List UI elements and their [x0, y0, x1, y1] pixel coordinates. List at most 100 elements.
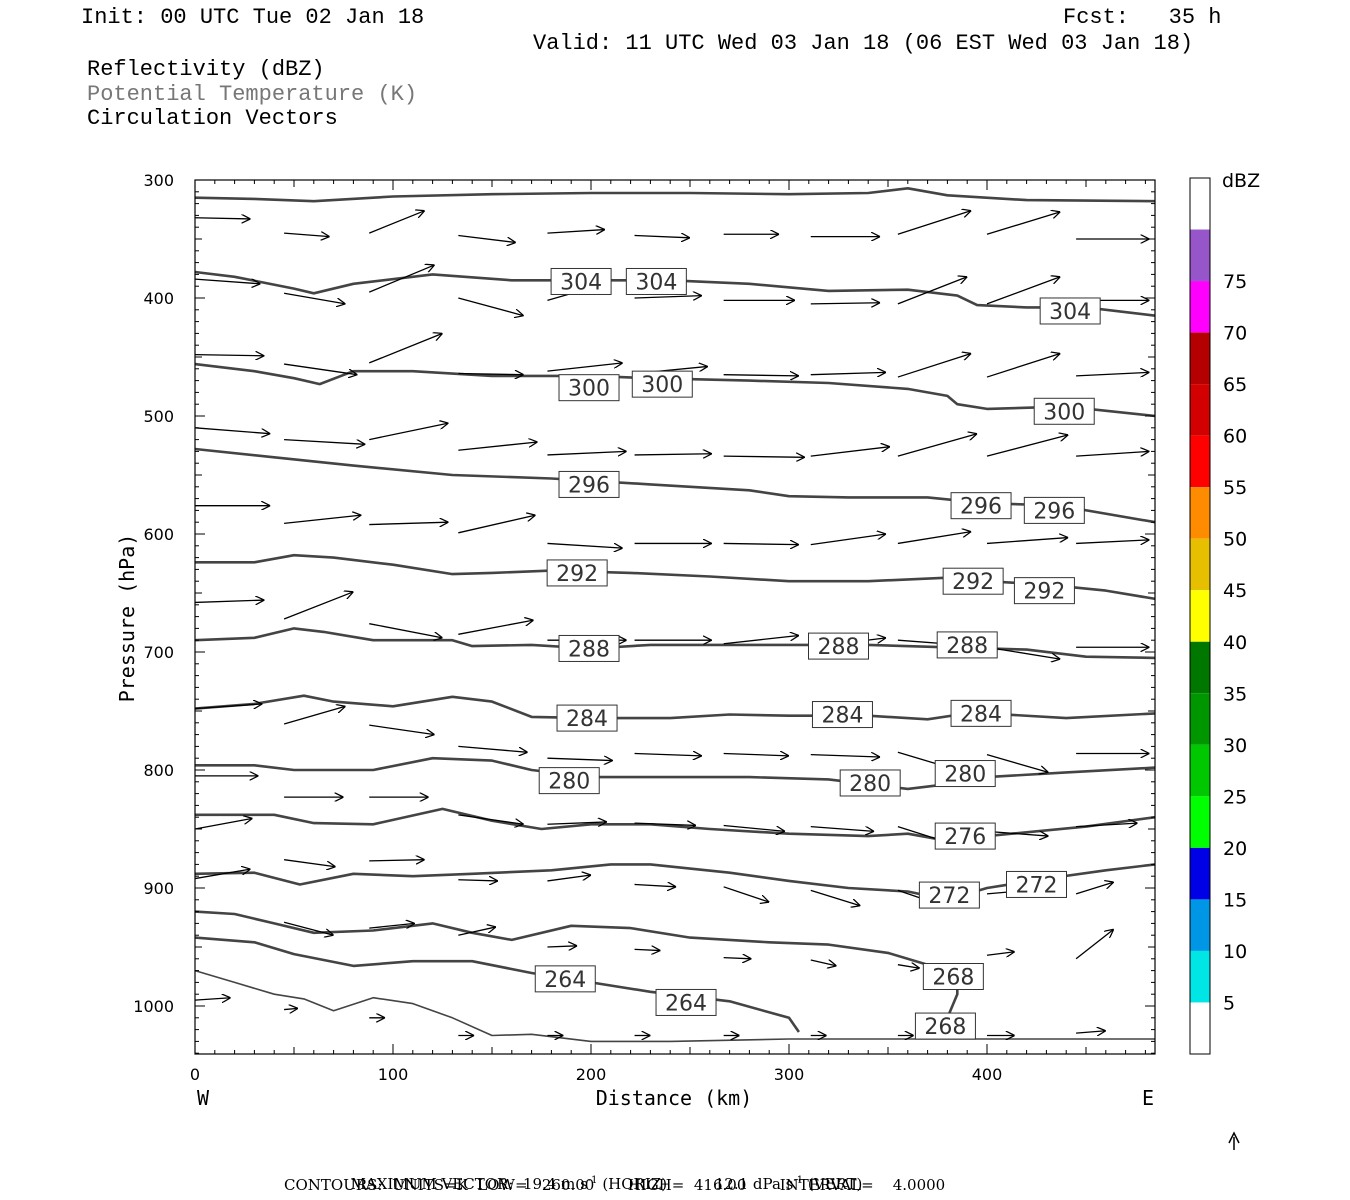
y-tick-label: 700	[143, 643, 174, 662]
colorbar-level-label: 25	[1223, 786, 1247, 808]
contour-label-text: 288	[818, 635, 860, 660]
circulation-vector	[810, 534, 886, 546]
y-tick-label: 400	[143, 289, 174, 308]
colorbar-level-label: 20	[1223, 838, 1247, 860]
circulation-vector	[723, 375, 799, 376]
circulation-vector	[810, 755, 880, 757]
circulation-vector	[986, 435, 1068, 457]
max-vector-horiz: 19.4 m s	[522, 1175, 588, 1193]
contour-label-text: 304	[1049, 300, 1091, 325]
field-circulation-vectors: Circulation Vectors	[87, 106, 338, 131]
colorbar-unit: dBZ	[1222, 170, 1260, 192]
circulation-vector	[1076, 451, 1149, 457]
theta-contour-288	[194, 627, 1156, 660]
circulation-vector	[986, 538, 1068, 545]
circulation-vector	[723, 635, 799, 645]
circulation-vector	[194, 218, 250, 219]
colorbar-swatch	[1190, 384, 1210, 436]
circulation-vector	[283, 292, 345, 304]
circulation-vector	[986, 353, 1060, 378]
circulation-vector	[547, 822, 606, 824]
contour-label-box	[1013, 577, 1075, 605]
circulation-vector	[194, 869, 250, 880]
circulation-vector	[1076, 540, 1149, 544]
x-right-end-label: E	[1142, 1086, 1154, 1110]
contour-label: 268	[922, 963, 984, 991]
contour-label-box	[546, 559, 608, 587]
circulation-vector	[634, 235, 690, 237]
colorbar-swatch	[1190, 796, 1210, 848]
contour-label-box	[655, 988, 717, 1016]
plot-frame	[194, 179, 1156, 1055]
theta-contour-308	[194, 187, 1156, 203]
circulation-vector	[897, 277, 967, 305]
contour-label-box	[922, 963, 984, 990]
y-tick-label: 800	[143, 761, 174, 780]
circulation-vector	[369, 522, 448, 524]
contour-label: 280	[538, 767, 600, 795]
colorbar-level-label: 75	[1223, 271, 1247, 293]
circulation-vector	[547, 875, 591, 882]
circulation-vector	[284, 1008, 298, 1009]
contour-label-text: 296	[568, 473, 610, 498]
colorbar-level-label: 5	[1223, 992, 1235, 1014]
contour-label-text: 292	[952, 570, 994, 595]
x-axis-label: Distance (km)	[596, 1086, 753, 1110]
colorbar-level-label: 10	[1223, 941, 1247, 963]
contour-label: 288	[558, 634, 620, 662]
circulation-vector	[369, 724, 434, 734]
colorbar-level-label: 45	[1223, 580, 1247, 602]
circulation-vector	[458, 297, 523, 316]
circulation-vector	[1075, 929, 1114, 960]
colorbar-swatch	[1190, 641, 1210, 694]
y-tick-label: 1000	[133, 997, 174, 1016]
contour-label-box	[950, 492, 1012, 520]
contour-label: 284	[950, 699, 1012, 727]
max-vector-label: MAXIMUM VECTOR:	[350, 1175, 514, 1193]
circulation-vector	[986, 754, 1048, 773]
colorbar-level-label: 65	[1223, 374, 1247, 396]
contour-label: 284	[556, 704, 618, 732]
circulation-vector	[897, 965, 920, 969]
contour-label-text: 284	[960, 702, 1002, 727]
colorbar-level-label: 50	[1223, 529, 1247, 551]
circulation-vector	[547, 758, 612, 760]
circulation-vector	[458, 374, 523, 375]
circulation-vector	[283, 592, 353, 620]
theta-contour-292	[195, 553, 1156, 601]
circulation-vector	[1076, 823, 1137, 827]
circulation-vector	[194, 818, 252, 830]
x-tick-label: 300	[774, 1065, 805, 1084]
contour-label: 300	[631, 370, 693, 398]
circulation-vector	[369, 923, 415, 928]
contour-label-box	[625, 267, 687, 295]
contour-label: 292	[546, 559, 608, 587]
reflectivity-colorbar: 5 10 15 20 25 30 35 40 45 50 55 60 65 70 75	[1189, 177, 1247, 1055]
circulation-vector	[368, 211, 424, 234]
contour-label-box	[1023, 496, 1085, 524]
colorbar-swatch	[1190, 229, 1210, 282]
circulation-vector	[194, 600, 264, 602]
circulation-vector	[194, 704, 262, 710]
circulation-vector	[194, 278, 260, 284]
contour-label: 288	[808, 632, 869, 660]
colorbar-swatch	[1190, 847, 1210, 900]
colorbar-swatch	[1190, 538, 1210, 591]
circulation-vectors	[194, 211, 1149, 1036]
circulation-vector	[284, 363, 357, 375]
contour-label-box	[558, 634, 620, 662]
contour-label: 292	[1013, 577, 1075, 605]
contour-label: 280	[839, 769, 901, 797]
circulation-vector	[458, 814, 523, 824]
y-tick-label: 600	[143, 525, 174, 544]
colorbar-swatch	[1190, 332, 1210, 385]
contour-label: 292	[942, 567, 1004, 595]
circulation-vector	[458, 880, 498, 881]
contour-label-box	[558, 470, 620, 498]
valid-time: Valid: 11 UTC Wed 03 Jan 18 (06 EST Wed …	[533, 31, 1194, 56]
theta-contours	[194, 187, 1156, 1043]
horiz-tag: (HORIZ)	[602, 1175, 668, 1193]
circulation-vector	[458, 234, 515, 242]
contour-label-box	[934, 822, 996, 850]
circulation-vector	[368, 265, 434, 293]
